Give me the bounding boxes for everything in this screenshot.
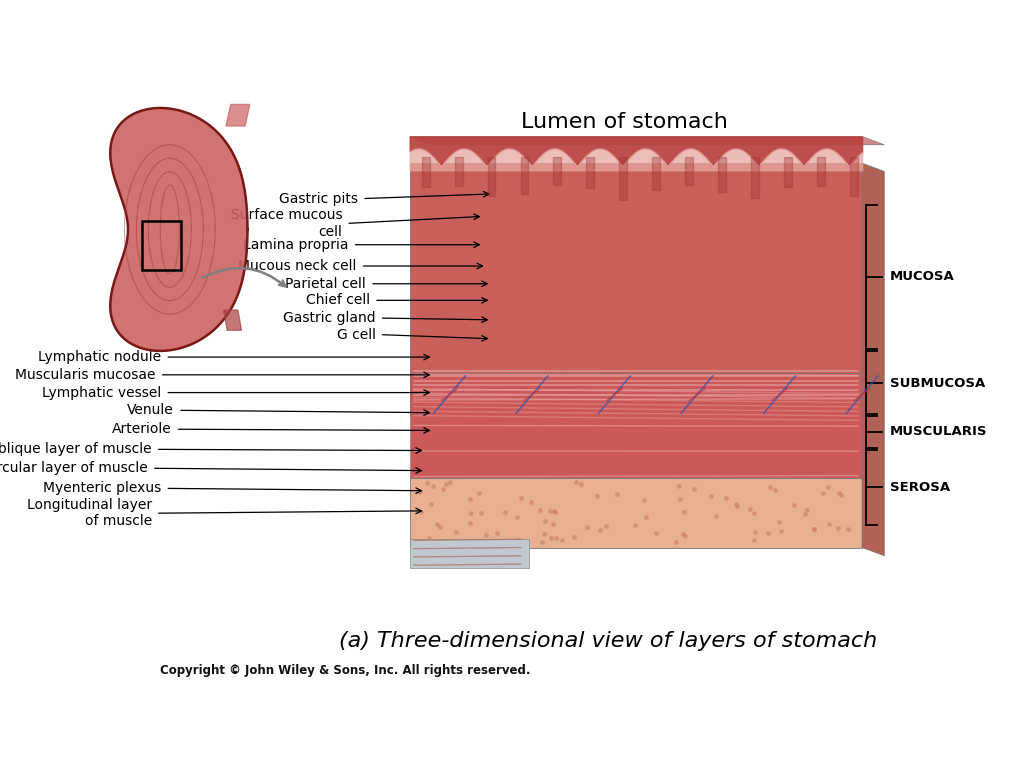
Text: Arteriole: Arteriole bbox=[112, 422, 172, 436]
Bar bbox=[410, 373, 862, 416]
Text: (a) Three-dimensional view of layers of stomach: (a) Three-dimensional view of layers of … bbox=[339, 631, 878, 651]
Polygon shape bbox=[111, 108, 248, 351]
Bar bbox=[410, 163, 862, 373]
Text: Longitudinal layer
of muscle: Longitudinal layer of muscle bbox=[27, 498, 152, 528]
Text: Mucous neck cell: Mucous neck cell bbox=[239, 259, 356, 273]
Text: SUBMUCOSA: SUBMUCOSA bbox=[890, 376, 985, 389]
Text: Muscularis mucosae: Muscularis mucosae bbox=[15, 368, 156, 382]
Text: Lumen of stomach: Lumen of stomach bbox=[520, 111, 727, 132]
Bar bbox=[410, 373, 862, 478]
Text: MUSCULARIS: MUSCULARIS bbox=[890, 425, 987, 438]
Text: Circular layer of muscle: Circular layer of muscle bbox=[0, 462, 147, 475]
Text: SEROSA: SEROSA bbox=[890, 481, 950, 494]
Bar bbox=[410, 478, 862, 548]
Bar bbox=[410, 393, 862, 416]
Text: Chief cell: Chief cell bbox=[306, 293, 370, 307]
Polygon shape bbox=[226, 104, 250, 126]
Polygon shape bbox=[862, 163, 885, 556]
Bar bbox=[410, 373, 862, 393]
Text: Parietal cell: Parietal cell bbox=[286, 276, 367, 291]
Polygon shape bbox=[223, 310, 242, 330]
Text: Gastric pits: Gastric pits bbox=[280, 191, 358, 206]
Text: MUCOSA: MUCOSA bbox=[890, 270, 954, 283]
Text: Lymphatic nodule: Lymphatic nodule bbox=[38, 350, 162, 364]
Text: G cell: G cell bbox=[337, 328, 376, 342]
Polygon shape bbox=[410, 137, 885, 145]
Text: Oblique layer of muscle: Oblique layer of muscle bbox=[0, 442, 152, 456]
Bar bbox=[142, 221, 180, 270]
Text: Venule: Venule bbox=[127, 403, 174, 417]
Text: Lamina propria: Lamina propria bbox=[243, 238, 348, 252]
Text: Lymphatic vessel: Lymphatic vessel bbox=[42, 386, 162, 399]
Polygon shape bbox=[410, 538, 528, 568]
Text: Gastric gland: Gastric gland bbox=[283, 311, 376, 325]
Text: Surface mucous
cell: Surface mucous cell bbox=[230, 208, 342, 239]
Text: Copyright © John Wiley & Sons, Inc. All rights reserved.: Copyright © John Wiley & Sons, Inc. All … bbox=[160, 664, 530, 677]
Text: Myenteric plexus: Myenteric plexus bbox=[43, 482, 162, 495]
